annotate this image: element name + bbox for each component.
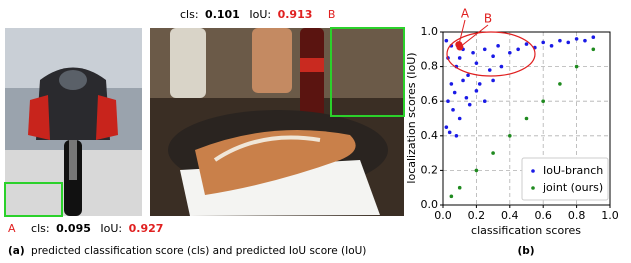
label-b: cls: 0.101 IoU: 0.913 B <box>180 8 335 21</box>
point <box>475 61 479 65</box>
point <box>541 99 545 103</box>
photo-motorcycle <box>5 28 142 216</box>
x-tick-label: 1.0 <box>601 209 619 222</box>
x-axis-label: classification scores <box>471 224 581 237</box>
point <box>450 82 454 86</box>
point <box>475 169 479 173</box>
point <box>488 68 492 72</box>
point <box>450 195 454 199</box>
point <box>471 51 475 55</box>
point <box>455 134 459 138</box>
point <box>525 117 529 121</box>
iou-label: IoU: <box>249 8 271 21</box>
letter: B <box>328 8 336 21</box>
point <box>461 79 465 83</box>
x-tick-label: 0.2 <box>468 209 486 222</box>
caption-text: predicted classification score (cls) and… <box>31 245 366 257</box>
legend-marker <box>531 169 535 173</box>
point <box>550 44 554 48</box>
point <box>592 35 596 39</box>
y-tick-label: 0.2 <box>421 163 439 176</box>
iou-value: 0.927 <box>129 222 164 235</box>
point <box>448 131 452 135</box>
y-axis-label: localization scores (IoU) <box>405 52 418 183</box>
point <box>475 89 479 93</box>
x-tick-label: 0.6 <box>534 209 552 222</box>
legend-label: joint (ours) <box>542 181 603 194</box>
photo-pizza <box>150 28 404 216</box>
caption-a: (a) predicted classification score (cls)… <box>8 245 366 257</box>
caption-b: (b) <box>517 245 534 257</box>
legend-label: IoU-branch <box>543 164 603 177</box>
cls-value: 0.095 <box>56 222 91 235</box>
point <box>558 82 562 86</box>
legend-marker <box>531 186 535 190</box>
point <box>458 186 462 190</box>
point <box>446 99 450 103</box>
caption-tag: (a) <box>8 245 25 257</box>
point <box>466 73 470 77</box>
cls-value: 0.101 <box>205 8 240 21</box>
point <box>458 56 462 60</box>
point <box>445 125 449 129</box>
point <box>483 48 487 52</box>
y-tick-label: 0.6 <box>421 94 439 107</box>
x-tick-label: 0.8 <box>568 209 586 222</box>
point <box>566 41 570 45</box>
point <box>468 103 472 107</box>
point <box>500 65 504 69</box>
point <box>508 134 512 138</box>
point <box>491 151 495 155</box>
point <box>453 91 457 95</box>
highlight-point <box>456 44 463 51</box>
point <box>558 39 562 43</box>
letter: A <box>8 222 16 235</box>
point <box>516 48 520 52</box>
iou-value: 0.913 <box>278 8 313 21</box>
point <box>458 117 462 121</box>
y-tick-label: 0.0 <box>421 198 439 211</box>
point <box>483 99 487 103</box>
point <box>465 96 469 100</box>
point <box>478 82 482 86</box>
cls-label: cls: <box>180 8 199 21</box>
point <box>592 48 596 52</box>
iou-label: IoU: <box>100 222 122 235</box>
point <box>575 37 579 41</box>
cls-label: cls: <box>31 222 50 235</box>
point <box>496 44 500 48</box>
label-a: A cls: 0.095 IoU: 0.927 <box>8 222 163 235</box>
point <box>575 65 579 69</box>
point <box>491 79 495 83</box>
point <box>525 42 529 46</box>
x-tick-label: 0.4 <box>501 209 519 222</box>
y-tick-label: 0.8 <box>421 60 439 73</box>
point <box>508 51 512 55</box>
point <box>541 41 545 45</box>
y-tick-label: 1.0 <box>421 25 439 38</box>
point <box>451 108 455 112</box>
point <box>445 39 449 43</box>
legend: IoU-branch joint (ours) <box>522 158 608 200</box>
annotation: B <box>484 12 492 26</box>
figure: cls: 0.101 IoU: 0.913 B A cls: 0.095 IoU… <box>0 0 631 263</box>
point <box>491 54 495 58</box>
point <box>583 39 587 43</box>
annotation: A <box>461 7 470 21</box>
y-tick-label: 0.4 <box>421 129 439 142</box>
